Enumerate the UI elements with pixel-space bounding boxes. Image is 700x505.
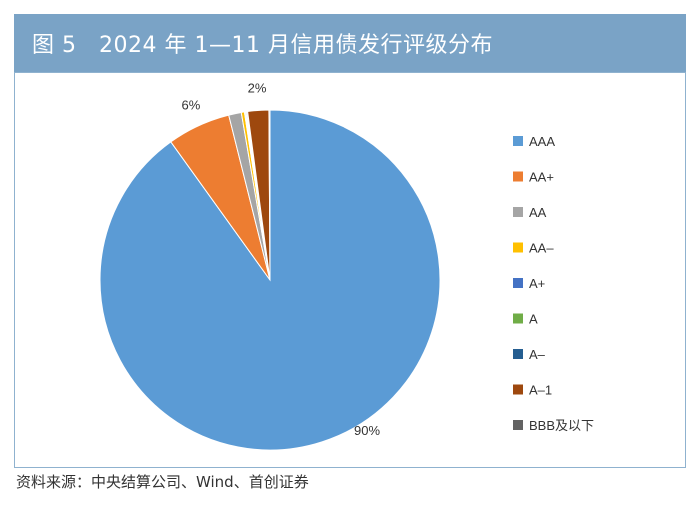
slice-data-label: 90% [354,423,380,438]
legend-swatch [513,171,523,182]
legend-label: AA+ [529,170,554,185]
legend-swatch [513,313,523,324]
slice-data-label: 6% [182,97,201,112]
pie-slice-1 [99,109,441,451]
legend-label: A [529,312,538,327]
pie-slice-9 [268,109,271,281]
legend-swatch [513,420,523,430]
legend-swatch [513,207,523,217]
legend-label: A– [529,347,546,362]
chart-frame: 90% 6% 2% AAA AA+ AA AA– A+ A A– A–1 BBB及以下 [14,72,686,468]
legend-swatch [513,242,523,253]
legend-label: A+ [529,276,545,291]
legend-label: A–1 [529,383,552,398]
figure-title: 图 5 2024 年 1—11 月信用债发行评级分布 [32,33,493,58]
slice-data-label: 2% [248,80,267,95]
legend-swatch [513,349,523,359]
legend-label: AAA [529,134,555,149]
legend-label: AA [529,205,547,220]
pie-slice-labels: 90% 6% 2% [182,80,381,438]
legend-swatch [513,384,523,395]
legend-swatch [513,278,523,288]
legend-label: BBB及以下 [529,418,594,433]
legend-label: AA– [529,241,554,256]
source-note: 资料来源：中央结算公司、Wind、首创证券 [16,473,309,491]
legend-swatch [513,136,523,146]
figure-header: 图 5 2024 年 1—11 月信用债发行评级分布 [14,14,686,72]
pie-slices [99,109,441,451]
